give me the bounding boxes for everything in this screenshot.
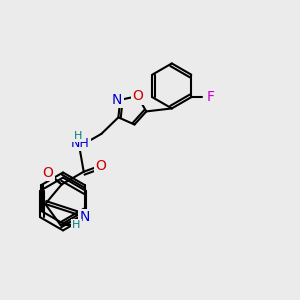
- Text: N: N: [79, 210, 90, 224]
- Text: O: O: [95, 159, 106, 172]
- Text: F: F: [206, 90, 214, 104]
- Text: H: H: [72, 220, 80, 230]
- Text: O: O: [42, 166, 53, 180]
- Text: O: O: [132, 89, 143, 103]
- Text: N: N: [112, 93, 122, 107]
- Text: H: H: [74, 131, 82, 141]
- Text: NH: NH: [70, 137, 89, 150]
